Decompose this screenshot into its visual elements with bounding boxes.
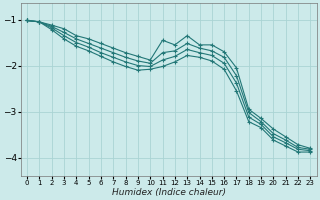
X-axis label: Humidex (Indice chaleur): Humidex (Indice chaleur) bbox=[112, 188, 226, 197]
